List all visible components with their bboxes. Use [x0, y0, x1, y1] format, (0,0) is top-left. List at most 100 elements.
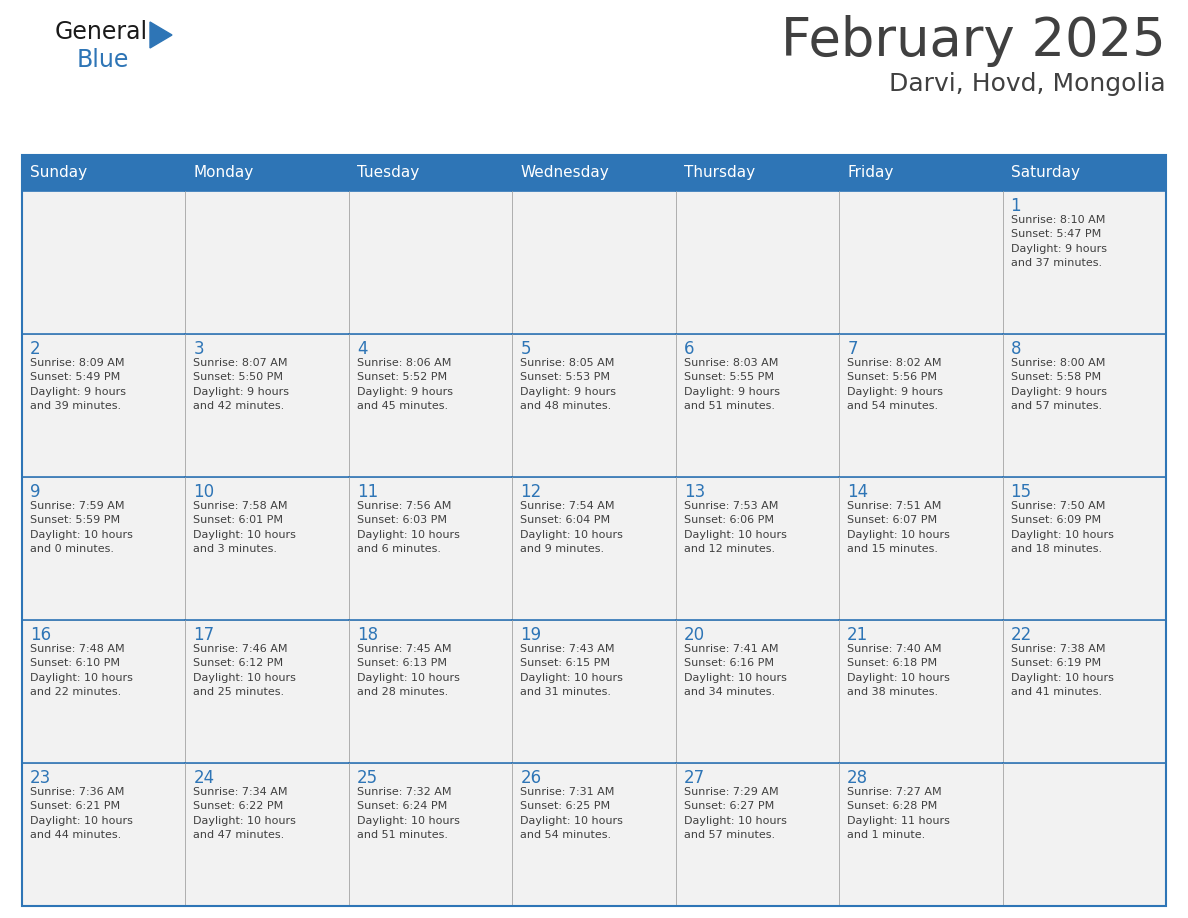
Text: 25: 25 — [356, 769, 378, 787]
Bar — [1003, 763, 1165, 906]
Bar — [349, 155, 512, 191]
Bar — [23, 334, 185, 477]
Bar — [512, 191, 676, 334]
Text: Sunrise: 7:56 AM
Sunset: 6:03 PM
Daylight: 10 hours
and 6 minutes.: Sunrise: 7:56 AM Sunset: 6:03 PM Dayligh… — [356, 501, 460, 554]
Text: Darvi, Hovd, Mongolia: Darvi, Hovd, Mongolia — [890, 72, 1165, 96]
Text: Wednesday: Wednesday — [520, 165, 609, 181]
Text: 20: 20 — [684, 626, 704, 644]
Text: 1: 1 — [1011, 197, 1022, 215]
Text: Sunrise: 7:41 AM
Sunset: 6:16 PM
Daylight: 10 hours
and 34 minutes.: Sunrise: 7:41 AM Sunset: 6:16 PM Dayligh… — [684, 644, 786, 697]
Text: Sunrise: 7:40 AM
Sunset: 6:18 PM
Daylight: 10 hours
and 38 minutes.: Sunrise: 7:40 AM Sunset: 6:18 PM Dayligh… — [847, 644, 950, 697]
Text: Sunrise: 7:43 AM
Sunset: 6:15 PM
Daylight: 10 hours
and 31 minutes.: Sunrise: 7:43 AM Sunset: 6:15 PM Dayligh… — [520, 644, 624, 697]
Bar — [839, 191, 1003, 334]
Text: 2: 2 — [30, 340, 40, 358]
Bar — [349, 620, 512, 763]
Bar — [185, 620, 349, 763]
Text: Sunrise: 7:50 AM
Sunset: 6:09 PM
Daylight: 10 hours
and 18 minutes.: Sunrise: 7:50 AM Sunset: 6:09 PM Dayligh… — [1011, 501, 1113, 554]
Bar — [1003, 620, 1165, 763]
Text: 10: 10 — [194, 483, 215, 501]
Bar — [1003, 334, 1165, 477]
Text: 7: 7 — [847, 340, 858, 358]
Text: 3: 3 — [194, 340, 204, 358]
Text: Saturday: Saturday — [1011, 165, 1080, 181]
Bar — [23, 155, 185, 191]
Bar — [839, 334, 1003, 477]
Bar — [512, 620, 676, 763]
Text: Sunrise: 7:29 AM
Sunset: 6:27 PM
Daylight: 10 hours
and 57 minutes.: Sunrise: 7:29 AM Sunset: 6:27 PM Dayligh… — [684, 787, 786, 840]
Bar — [839, 620, 1003, 763]
Bar — [23, 477, 185, 620]
Bar — [512, 763, 676, 906]
Text: 12: 12 — [520, 483, 542, 501]
Text: Sunrise: 7:27 AM
Sunset: 6:28 PM
Daylight: 11 hours
and 1 minute.: Sunrise: 7:27 AM Sunset: 6:28 PM Dayligh… — [847, 787, 950, 840]
Text: 13: 13 — [684, 483, 704, 501]
Text: 8: 8 — [1011, 340, 1020, 358]
Text: Sunrise: 7:36 AM
Sunset: 6:21 PM
Daylight: 10 hours
and 44 minutes.: Sunrise: 7:36 AM Sunset: 6:21 PM Dayligh… — [30, 787, 133, 840]
Text: 9: 9 — [30, 483, 40, 501]
Text: 16: 16 — [30, 626, 51, 644]
Bar — [676, 155, 839, 191]
Text: Sunrise: 7:32 AM
Sunset: 6:24 PM
Daylight: 10 hours
and 51 minutes.: Sunrise: 7:32 AM Sunset: 6:24 PM Dayligh… — [356, 787, 460, 840]
Text: General: General — [55, 20, 148, 44]
Bar — [349, 477, 512, 620]
Bar — [676, 334, 839, 477]
Text: 11: 11 — [356, 483, 378, 501]
Text: Tuesday: Tuesday — [356, 165, 419, 181]
Bar — [676, 620, 839, 763]
Bar — [185, 191, 349, 334]
Text: 23: 23 — [30, 769, 51, 787]
Text: Sunrise: 7:38 AM
Sunset: 6:19 PM
Daylight: 10 hours
and 41 minutes.: Sunrise: 7:38 AM Sunset: 6:19 PM Dayligh… — [1011, 644, 1113, 697]
Text: Sunday: Sunday — [30, 165, 87, 181]
Text: Sunrise: 7:53 AM
Sunset: 6:06 PM
Daylight: 10 hours
and 12 minutes.: Sunrise: 7:53 AM Sunset: 6:06 PM Dayligh… — [684, 501, 786, 554]
Bar — [185, 477, 349, 620]
Bar — [512, 334, 676, 477]
Bar — [23, 620, 185, 763]
Text: 15: 15 — [1011, 483, 1031, 501]
Text: Sunrise: 8:09 AM
Sunset: 5:49 PM
Daylight: 9 hours
and 39 minutes.: Sunrise: 8:09 AM Sunset: 5:49 PM Dayligh… — [30, 358, 126, 411]
Text: 17: 17 — [194, 626, 215, 644]
Bar — [676, 763, 839, 906]
Bar — [185, 334, 349, 477]
Text: Sunrise: 7:45 AM
Sunset: 6:13 PM
Daylight: 10 hours
and 28 minutes.: Sunrise: 7:45 AM Sunset: 6:13 PM Dayligh… — [356, 644, 460, 697]
Text: Sunrise: 7:48 AM
Sunset: 6:10 PM
Daylight: 10 hours
and 22 minutes.: Sunrise: 7:48 AM Sunset: 6:10 PM Dayligh… — [30, 644, 133, 697]
Bar — [1003, 155, 1165, 191]
Text: Sunrise: 7:51 AM
Sunset: 6:07 PM
Daylight: 10 hours
and 15 minutes.: Sunrise: 7:51 AM Sunset: 6:07 PM Dayligh… — [847, 501, 950, 554]
Bar — [839, 155, 1003, 191]
Bar — [23, 191, 185, 334]
Text: 21: 21 — [847, 626, 868, 644]
Text: Sunrise: 7:46 AM
Sunset: 6:12 PM
Daylight: 10 hours
and 25 minutes.: Sunrise: 7:46 AM Sunset: 6:12 PM Dayligh… — [194, 644, 296, 697]
Bar — [839, 477, 1003, 620]
Bar — [676, 477, 839, 620]
Text: Sunrise: 8:10 AM
Sunset: 5:47 PM
Daylight: 9 hours
and 37 minutes.: Sunrise: 8:10 AM Sunset: 5:47 PM Dayligh… — [1011, 215, 1106, 268]
Text: 6: 6 — [684, 340, 694, 358]
Text: 22: 22 — [1011, 626, 1032, 644]
Bar — [839, 763, 1003, 906]
Bar — [23, 155, 1165, 906]
Text: 27: 27 — [684, 769, 704, 787]
Text: 28: 28 — [847, 769, 868, 787]
Text: Sunrise: 8:03 AM
Sunset: 5:55 PM
Daylight: 9 hours
and 51 minutes.: Sunrise: 8:03 AM Sunset: 5:55 PM Dayligh… — [684, 358, 779, 411]
Bar — [185, 155, 349, 191]
Bar — [349, 763, 512, 906]
Text: 14: 14 — [847, 483, 868, 501]
Text: Friday: Friday — [847, 165, 893, 181]
Text: 19: 19 — [520, 626, 542, 644]
Bar — [349, 191, 512, 334]
Bar — [1003, 477, 1165, 620]
Bar — [1003, 191, 1165, 334]
Bar — [23, 763, 185, 906]
Text: February 2025: February 2025 — [782, 15, 1165, 67]
Text: 18: 18 — [356, 626, 378, 644]
Text: Sunrise: 7:59 AM
Sunset: 5:59 PM
Daylight: 10 hours
and 0 minutes.: Sunrise: 7:59 AM Sunset: 5:59 PM Dayligh… — [30, 501, 133, 554]
Text: 24: 24 — [194, 769, 215, 787]
Text: Sunrise: 8:07 AM
Sunset: 5:50 PM
Daylight: 9 hours
and 42 minutes.: Sunrise: 8:07 AM Sunset: 5:50 PM Dayligh… — [194, 358, 290, 411]
Bar — [676, 191, 839, 334]
Text: 5: 5 — [520, 340, 531, 358]
Polygon shape — [150, 22, 172, 48]
Text: Thursday: Thursday — [684, 165, 754, 181]
Text: Sunrise: 7:31 AM
Sunset: 6:25 PM
Daylight: 10 hours
and 54 minutes.: Sunrise: 7:31 AM Sunset: 6:25 PM Dayligh… — [520, 787, 624, 840]
Text: Sunrise: 8:00 AM
Sunset: 5:58 PM
Daylight: 9 hours
and 57 minutes.: Sunrise: 8:00 AM Sunset: 5:58 PM Dayligh… — [1011, 358, 1106, 411]
Bar — [185, 763, 349, 906]
Text: Sunrise: 8:06 AM
Sunset: 5:52 PM
Daylight: 9 hours
and 45 minutes.: Sunrise: 8:06 AM Sunset: 5:52 PM Dayligh… — [356, 358, 453, 411]
Text: 4: 4 — [356, 340, 367, 358]
